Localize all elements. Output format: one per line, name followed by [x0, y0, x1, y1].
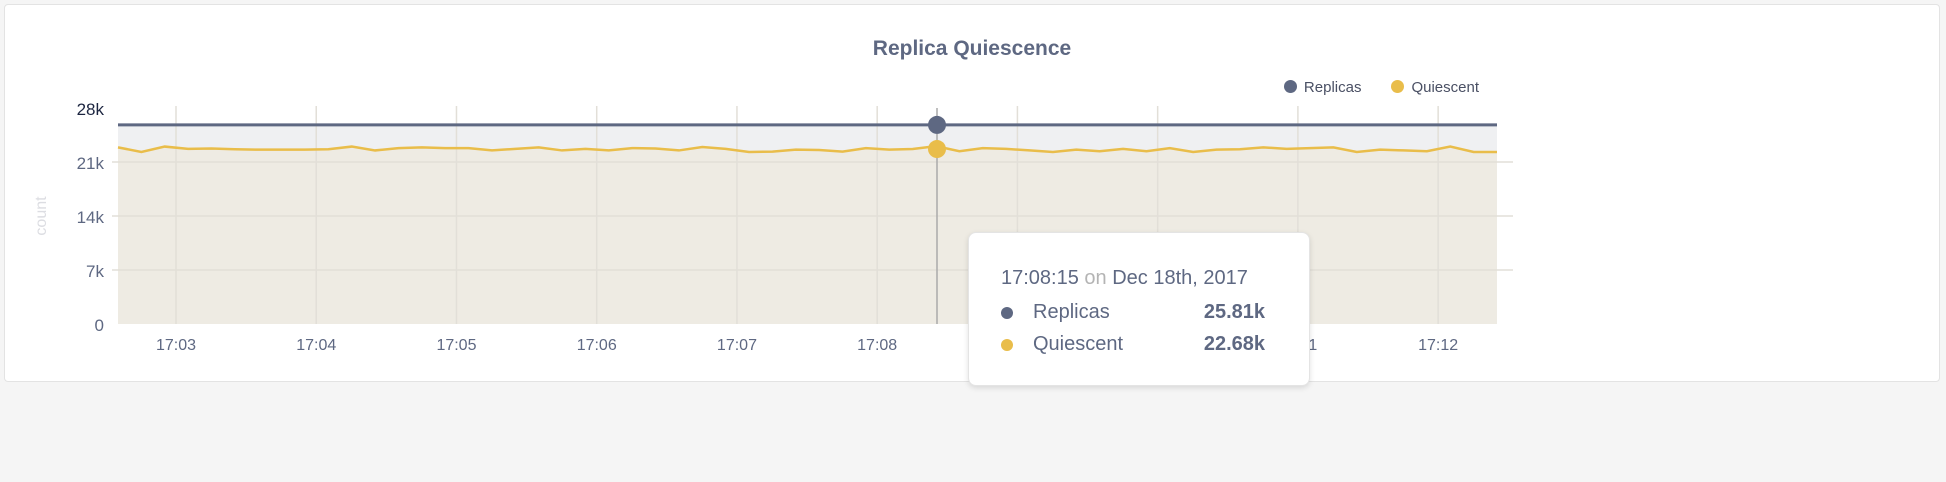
x-tick-label: 17:03	[156, 337, 196, 354]
tooltip-on: on	[1084, 267, 1107, 289]
x-tick-label: 17:05	[436, 337, 476, 354]
y-tick-label: 0	[95, 316, 104, 335]
tooltip-value: 22.68k	[1203, 333, 1265, 355]
legend-item-quiescent[interactable]: Quiescent	[1391, 79, 1479, 96]
x-tick-label: 17:04	[296, 337, 336, 354]
y-axis-label: count	[33, 196, 50, 236]
tooltip-row-replicas: Replicas 25.81k	[1001, 301, 1265, 324]
dot-icon	[1001, 306, 1013, 319]
hover-point-quiescent	[928, 140, 946, 159]
legend-dot-icon	[1391, 80, 1405, 93]
y-tick-label: 21k	[77, 154, 105, 173]
tooltip: 17:08:15 on Dec 18th, 2017 Replicas 25.81…	[968, 232, 1310, 386]
line-quiescent	[117, 144, 1497, 154]
dot-icon	[1001, 338, 1013, 351]
tooltip-value: 25.81k	[1203, 301, 1265, 323]
x-tick-label: 17:12	[1418, 337, 1458, 354]
legend-label: Replicas	[1303, 79, 1362, 96]
tooltip-time: 17:08:15	[1001, 267, 1079, 289]
chart-title: Replica Quiescence	[872, 37, 1072, 60]
x-tick-label: 17:07	[717, 337, 757, 354]
tooltip-timestamp: 17:08:15 on Dec 18th, 2017	[1001, 267, 1248, 290]
hover-point-replicas	[928, 115, 946, 134]
tooltip-label: Replicas	[1033, 301, 1110, 323]
tooltip-date: Dec 18th, 2017	[1112, 267, 1248, 289]
tooltip-label: Quiescent	[1033, 333, 1124, 355]
legend: Replicas Quiescent	[1283, 79, 1479, 96]
legend-item-replicas[interactable]: Replicas	[1283, 79, 1362, 96]
y-tick-label: 14k	[77, 208, 105, 227]
y-tick-label: 28k	[77, 100, 105, 119]
legend-dot-icon	[1283, 80, 1297, 93]
x-tick-label: 17:08	[857, 337, 897, 354]
legend-label: Quiescent	[1411, 79, 1479, 96]
tooltip-row-quiescent: Quiescent 22.68k	[1001, 333, 1265, 356]
y-tick-label: 7k	[86, 262, 104, 281]
x-tick-label: 17:06	[577, 337, 617, 354]
